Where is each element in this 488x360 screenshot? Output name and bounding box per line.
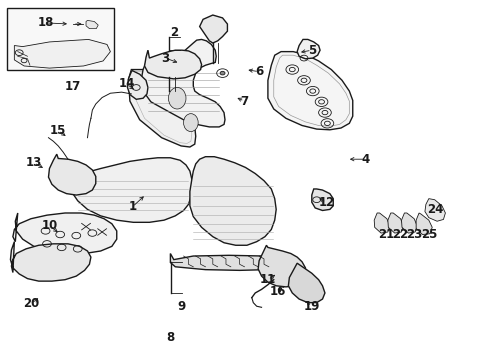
Text: 15: 15	[50, 124, 66, 137]
Text: 9: 9	[177, 300, 185, 313]
Polygon shape	[297, 40, 320, 59]
Text: 13: 13	[26, 156, 42, 169]
Text: 11: 11	[259, 273, 275, 286]
Text: 5: 5	[307, 44, 315, 57]
Polygon shape	[128, 60, 196, 147]
Text: 19: 19	[303, 300, 319, 313]
Text: 18: 18	[37, 17, 54, 30]
Text: 14: 14	[118, 77, 134, 90]
Circle shape	[220, 71, 224, 75]
Text: 1: 1	[128, 201, 136, 213]
Text: 7: 7	[240, 95, 248, 108]
Text: 22: 22	[391, 228, 408, 241]
Ellipse shape	[168, 87, 185, 109]
Polygon shape	[288, 263, 325, 303]
Polygon shape	[387, 213, 403, 233]
Polygon shape	[170, 253, 274, 270]
Text: 2: 2	[169, 27, 178, 40]
Polygon shape	[267, 51, 352, 130]
Polygon shape	[10, 242, 91, 281]
Text: 8: 8	[166, 330, 174, 343]
Polygon shape	[14, 40, 110, 68]
Polygon shape	[189, 157, 276, 245]
Text: 25: 25	[420, 228, 436, 241]
Text: 17: 17	[64, 80, 81, 93]
Text: 10: 10	[41, 219, 58, 233]
Polygon shape	[415, 213, 431, 234]
Polygon shape	[141, 40, 224, 127]
Bar	[6, 8, 114, 69]
Polygon shape	[258, 245, 305, 287]
Text: 4: 4	[361, 153, 369, 166]
Text: 12: 12	[318, 196, 334, 209]
Ellipse shape	[183, 114, 198, 132]
Polygon shape	[424, 199, 445, 221]
Polygon shape	[13, 213, 117, 253]
Text: 23: 23	[405, 228, 422, 241]
Text: 16: 16	[269, 285, 285, 298]
Text: 21: 21	[377, 228, 393, 241]
Polygon shape	[311, 189, 332, 211]
Text: 24: 24	[427, 203, 443, 216]
Polygon shape	[70, 158, 191, 222]
Polygon shape	[86, 21, 98, 29]
Polygon shape	[127, 71, 148, 99]
Text: 3: 3	[161, 51, 169, 64]
Polygon shape	[48, 154, 96, 195]
Polygon shape	[199, 15, 227, 43]
Polygon shape	[401, 213, 416, 233]
Text: 20: 20	[23, 297, 39, 310]
Polygon shape	[144, 50, 201, 79]
Text: 6: 6	[254, 65, 263, 78]
Polygon shape	[373, 213, 389, 233]
